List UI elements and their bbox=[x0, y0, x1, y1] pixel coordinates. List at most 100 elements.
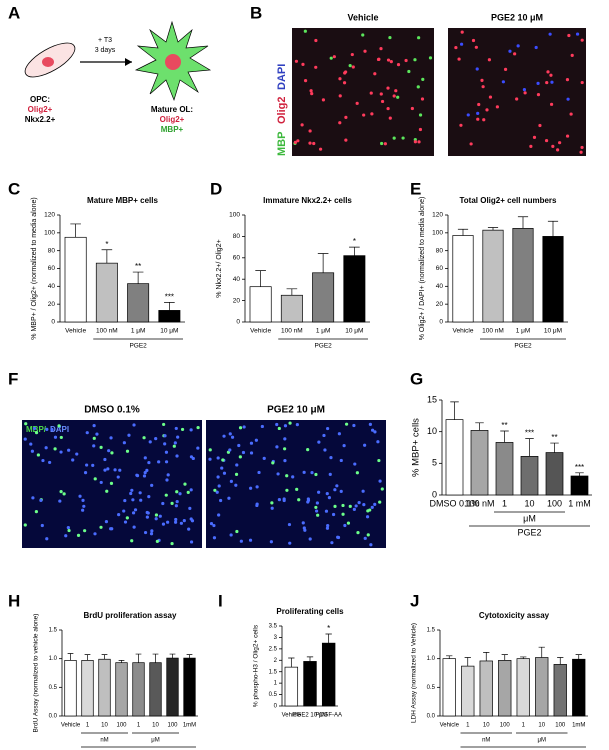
cell-dot bbox=[187, 527, 191, 531]
cell-dot bbox=[282, 497, 286, 501]
cell-dot bbox=[329, 56, 333, 60]
cell-dot bbox=[127, 433, 131, 437]
cell-dot bbox=[34, 431, 39, 435]
x-tick-label: 1 bbox=[522, 723, 526, 729]
cell-dot bbox=[348, 63, 352, 68]
label: Olig2+ bbox=[28, 105, 53, 114]
y-tick-label: 1.0 bbox=[427, 656, 436, 662]
y-tick-label: 20 bbox=[436, 301, 444, 308]
cell-dot bbox=[71, 458, 75, 462]
cell-dot bbox=[29, 442, 33, 446]
cell-dot bbox=[59, 435, 63, 440]
bar bbox=[158, 310, 181, 323]
x-tick-label: Vehicle bbox=[65, 328, 86, 335]
cell-dot bbox=[230, 435, 235, 439]
y-tick-label: 80 bbox=[48, 247, 56, 254]
cell-dot bbox=[260, 424, 264, 429]
x-tick-label: 10 μM bbox=[345, 328, 363, 335]
cell-dot bbox=[380, 99, 385, 104]
cell-dot bbox=[477, 102, 481, 107]
cell-dot bbox=[308, 537, 312, 541]
bar bbox=[280, 294, 303, 323]
cell-dot bbox=[495, 105, 499, 109]
cell-dot bbox=[580, 38, 584, 42]
y-tick-label: 0.0 bbox=[427, 714, 436, 720]
cell-dot bbox=[475, 67, 479, 71]
cell-dot bbox=[179, 521, 183, 525]
cell-dot bbox=[220, 466, 224, 470]
cell-dot bbox=[170, 501, 174, 505]
cell-dot bbox=[154, 437, 158, 441]
group-label: PGE2 bbox=[517, 527, 541, 537]
cell-dot bbox=[288, 421, 292, 425]
cell-dot bbox=[306, 498, 311, 502]
x-tick-label: 100 bbox=[167, 723, 178, 729]
error-bar bbox=[520, 656, 527, 659]
error-bar bbox=[457, 228, 469, 236]
cell-dot bbox=[174, 504, 178, 508]
cell-dot bbox=[333, 504, 337, 508]
cell-dot bbox=[208, 457, 212, 461]
cell-dot bbox=[57, 424, 61, 428]
cell-dot bbox=[338, 121, 342, 125]
cell-dot bbox=[283, 459, 287, 463]
y-tick-label: 1 bbox=[274, 681, 278, 687]
x-tick-label: 1mM bbox=[183, 723, 196, 729]
x-tick-label: 10 bbox=[538, 723, 545, 729]
x-tick-label: DMSO 0.1% bbox=[429, 498, 479, 508]
error-bar bbox=[135, 653, 142, 663]
x-tick-label: 100 nM bbox=[464, 498, 494, 508]
cell-dot bbox=[417, 36, 421, 40]
cell-dot bbox=[301, 62, 305, 66]
cell-dot bbox=[191, 456, 195, 461]
cell-dot bbox=[466, 113, 470, 117]
cell-dot bbox=[322, 433, 326, 438]
error-bar bbox=[325, 633, 332, 644]
cell-dot bbox=[216, 456, 220, 460]
cell-dot bbox=[145, 468, 149, 472]
cell-dot bbox=[99, 525, 103, 529]
cell-dot bbox=[342, 444, 346, 448]
y-tick-label: 0.5 bbox=[49, 685, 58, 691]
bar bbox=[132, 662, 145, 717]
cell-dot bbox=[355, 101, 359, 105]
cell-dot bbox=[142, 474, 147, 478]
cell-dot bbox=[166, 520, 170, 524]
cell-dot bbox=[558, 141, 562, 145]
cell-dot bbox=[262, 456, 266, 460]
group-label: μM bbox=[151, 738, 159, 744]
cell-dot bbox=[362, 113, 366, 117]
cell-dot bbox=[503, 67, 508, 71]
x-tick-label: 1mM bbox=[572, 723, 585, 729]
cell-dot bbox=[132, 525, 136, 529]
error-bar bbox=[547, 220, 559, 237]
y-tick-label: 0.5 bbox=[269, 692, 278, 698]
cell-dot bbox=[362, 503, 366, 507]
cell-dot bbox=[173, 520, 178, 524]
y-tick-label: 2.5 bbox=[269, 646, 278, 652]
cell-dot bbox=[164, 460, 169, 464]
cell-dot bbox=[270, 506, 274, 510]
bar bbox=[249, 286, 272, 323]
cell-dot bbox=[569, 112, 573, 116]
cell-dot bbox=[356, 531, 360, 535]
bar bbox=[570, 475, 589, 496]
cell-dot bbox=[386, 106, 390, 111]
y-tick-label: 0 bbox=[439, 319, 443, 326]
cell-dot bbox=[149, 532, 154, 536]
cell-dot bbox=[255, 502, 259, 506]
bar bbox=[520, 456, 539, 496]
cell-dot bbox=[386, 58, 391, 62]
cell-dot bbox=[314, 472, 318, 477]
error-bar bbox=[164, 302, 175, 311]
cell-dot bbox=[106, 467, 110, 471]
cell-dot bbox=[105, 489, 109, 493]
cell-dot bbox=[379, 92, 383, 96]
cell-dot bbox=[178, 492, 182, 496]
cell-dot bbox=[283, 424, 288, 428]
chart-title: Total Olig2+ cell numbers bbox=[460, 196, 558, 205]
cell-dot bbox=[212, 536, 217, 540]
cell-dot bbox=[328, 472, 332, 476]
